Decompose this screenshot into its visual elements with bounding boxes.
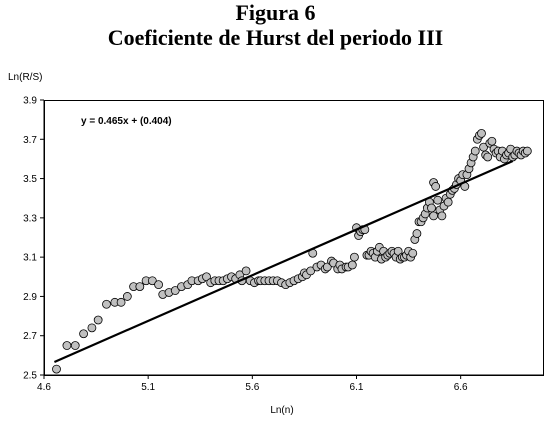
data-point (135, 282, 145, 292)
data-point (477, 128, 486, 138)
data-point (347, 260, 357, 270)
data-point (79, 329, 88, 339)
x-axis-label: Ln(n) (270, 405, 293, 416)
x-tick-label: 5.1 (141, 382, 155, 393)
x-tick-label: 6.6 (454, 382, 468, 393)
y-axis-ticks: 2.5 2.7 2.9 3.1 3.3 3.5 3.7 3.9 (23, 96, 44, 382)
trendline-equation: y = 0.465x + (0.404) (81, 116, 172, 127)
data-point (147, 276, 157, 286)
data-point (522, 146, 532, 156)
y-tick-label: 3.1 (23, 253, 37, 264)
data-point (322, 262, 332, 272)
y-tick-label: 2.5 (23, 371, 37, 382)
data-point (241, 266, 251, 276)
data-point (202, 272, 211, 282)
data-point (408, 248, 418, 258)
data-point (350, 252, 359, 262)
y-tick-label: 3.3 (23, 213, 37, 224)
data-point (306, 266, 316, 276)
data-point (154, 280, 163, 290)
data-point (427, 203, 436, 213)
data-point (116, 297, 126, 307)
x-tick-label: 6.1 (350, 382, 364, 393)
data-point (443, 197, 453, 207)
data-point (412, 229, 422, 238)
data-point (70, 341, 80, 350)
data-point (93, 315, 103, 325)
x-tick-label: 5.6 (245, 382, 259, 393)
data-point (470, 146, 480, 156)
y-tick-label: 3.7 (23, 135, 37, 146)
trendline-group (53, 160, 514, 363)
figure-title: Figura 6 (235, 0, 316, 25)
data-point (102, 299, 111, 309)
figure-subtitle: Coeficiente de Hurst del periodo III (107, 25, 444, 50)
data-point (62, 341, 72, 350)
y-axis-label: Ln(R/S) (8, 72, 42, 83)
data-point (87, 323, 97, 333)
data-point (170, 286, 180, 295)
data-point (52, 364, 61, 374)
x-axis-ticks: 4.6 5.1 5.6 6.1 6.6 (37, 375, 468, 393)
data-point (483, 152, 493, 162)
y-tick-label: 3.9 (23, 96, 37, 107)
y-tick-label: 3.5 (23, 174, 37, 185)
data-points (52, 128, 532, 374)
data-point (433, 195, 443, 205)
y-tick-label: 2.7 (23, 331, 37, 342)
data-point (437, 211, 447, 221)
data-point (487, 136, 497, 146)
data-point (429, 211, 438, 221)
data-point (122, 292, 132, 301)
trendline (53, 160, 514, 363)
x-tick-label: 4.6 (37, 382, 51, 393)
y-tick-label: 2.9 (23, 292, 37, 303)
data-point (431, 182, 441, 191)
